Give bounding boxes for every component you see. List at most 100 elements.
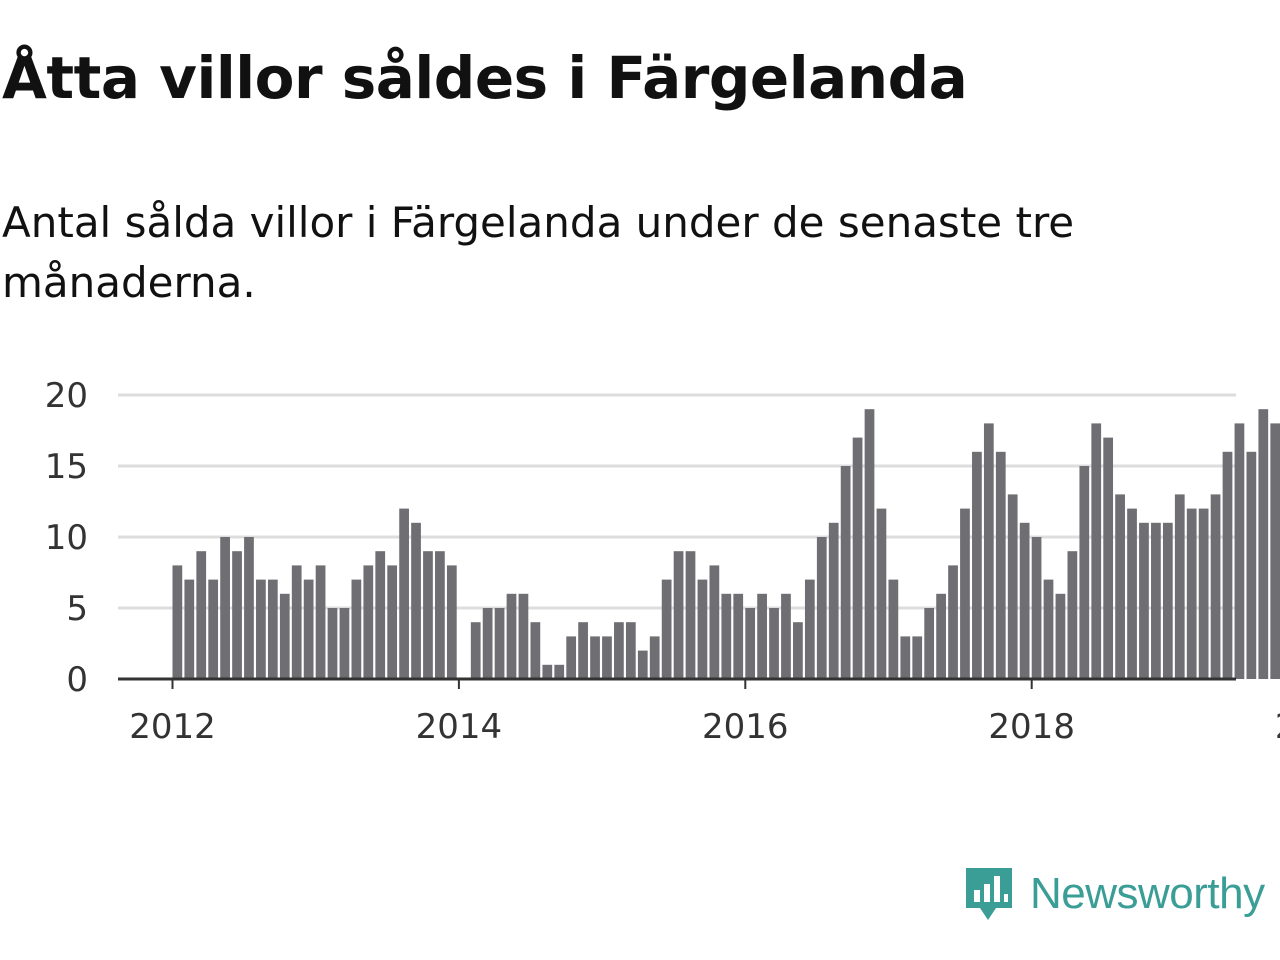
bar: [733, 593, 744, 679]
bar: [1031, 537, 1042, 679]
bar: [196, 551, 207, 679]
chart-subtitle: Antal sålda villor i Färgelanda under de…: [2, 198, 1075, 307]
bar: [291, 565, 302, 679]
bar: [315, 565, 326, 679]
newsworthy-logo-icon: [966, 868, 1012, 920]
bar: [1019, 522, 1030, 679]
bar: [1151, 522, 1161, 679]
bar: [1162, 522, 1173, 679]
bar: [793, 622, 803, 679]
bar: [900, 636, 911, 679]
bar: [960, 508, 970, 679]
bar: [948, 565, 958, 679]
bar: [1258, 409, 1269, 679]
bar: [912, 636, 923, 679]
x-tick-label: 2018: [988, 707, 1075, 747]
bar: [375, 551, 386, 679]
x-tick-label: 2014: [416, 707, 503, 747]
bar: [518, 593, 529, 679]
bar: [804, 579, 815, 679]
bar: [172, 565, 183, 679]
bar: [1043, 579, 1054, 679]
bar: [208, 579, 219, 679]
bar: [876, 508, 887, 679]
bar: [983, 423, 994, 679]
bar: [1007, 494, 1018, 679]
bar: [327, 608, 338, 679]
bar: [816, 537, 827, 679]
bar: [542, 664, 553, 679]
bar: [1127, 508, 1137, 679]
bar: [256, 579, 266, 679]
bar: [673, 551, 684, 679]
bar: [1210, 494, 1221, 679]
bar: [1246, 451, 1257, 679]
bar: [637, 650, 648, 679]
bar: [339, 608, 350, 679]
bar: [972, 451, 982, 679]
bar: [1067, 551, 1078, 679]
bar: [995, 451, 1006, 679]
bar: [781, 593, 791, 679]
y-tick-label: 10: [45, 518, 88, 558]
bar: [578, 622, 588, 679]
brand-name: Newsworthy: [1030, 869, 1265, 918]
bar: [1091, 423, 1102, 679]
bar: [303, 579, 314, 679]
bar: [1139, 522, 1149, 679]
bar: [1222, 451, 1233, 679]
bar: [685, 551, 696, 679]
x-axis-ticks: 20122014201620182020202220242026: [129, 679, 1280, 747]
bar: [1234, 423, 1245, 679]
bar: [387, 565, 398, 679]
y-tick-label: 15: [45, 447, 88, 487]
x-tick-label: 2012: [129, 707, 216, 747]
bar: [423, 551, 433, 679]
bar: [697, 579, 708, 679]
bar: [506, 593, 517, 679]
bar: [1103, 437, 1114, 679]
y-axis-ticks: 0 5 10 15 20: [45, 376, 88, 700]
y-tick-label: 20: [45, 376, 88, 416]
bar: [709, 565, 720, 679]
newsworthy-logo: Newsworthy: [964, 864, 1265, 924]
bar: [220, 537, 230, 679]
bar: [1174, 494, 1185, 679]
bar: [1055, 593, 1066, 679]
bar: [244, 537, 254, 679]
bar: [411, 522, 421, 679]
x-tick-label: 2016: [702, 707, 789, 747]
bar: [530, 622, 541, 679]
bar: [184, 579, 195, 679]
bar: [757, 593, 767, 679]
bar: [1270, 423, 1280, 679]
bar: [745, 608, 756, 679]
bar: [936, 593, 946, 679]
bar: [566, 636, 577, 679]
bar: [661, 579, 672, 679]
bar: [1115, 494, 1125, 679]
bar: [363, 565, 374, 679]
bar: [614, 622, 624, 679]
bar: [1186, 508, 1197, 679]
bar: [446, 565, 457, 679]
y-tick-label: 0: [66, 660, 88, 700]
bar: [470, 622, 481, 679]
bar: [267, 579, 278, 679]
bar: [840, 466, 851, 679]
bar: [482, 608, 493, 679]
bar: [494, 608, 505, 679]
bar: [602, 636, 612, 679]
bar: [625, 622, 636, 679]
bar: [279, 593, 290, 679]
bar: [888, 579, 899, 679]
bar: [864, 409, 875, 679]
bar: [351, 579, 362, 679]
bar: [232, 551, 242, 679]
bar: [1198, 508, 1209, 679]
bar: [554, 664, 565, 679]
bar: [769, 608, 779, 679]
bar: [435, 551, 445, 679]
